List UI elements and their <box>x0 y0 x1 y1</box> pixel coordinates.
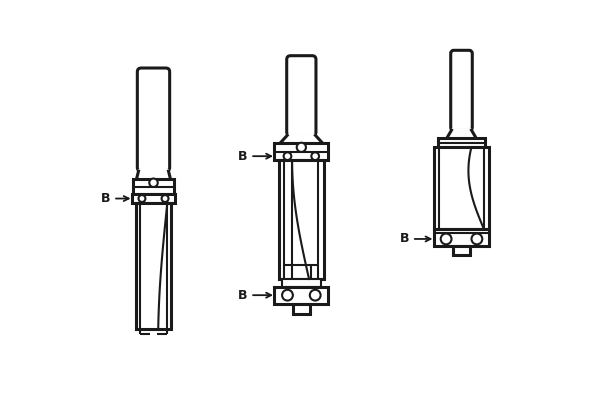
Bar <box>133 179 173 194</box>
Bar <box>136 203 171 329</box>
Text: B: B <box>238 150 271 163</box>
Circle shape <box>310 290 320 300</box>
Circle shape <box>284 152 292 160</box>
Bar <box>274 287 328 304</box>
Polygon shape <box>447 129 476 138</box>
Text: B: B <box>101 192 128 205</box>
FancyBboxPatch shape <box>137 68 170 171</box>
Bar <box>434 147 489 229</box>
Bar <box>132 194 175 203</box>
FancyBboxPatch shape <box>287 56 316 136</box>
Circle shape <box>441 234 451 244</box>
Circle shape <box>282 290 293 300</box>
Bar <box>293 304 310 314</box>
Bar <box>282 279 320 287</box>
Circle shape <box>472 234 482 244</box>
Bar <box>279 160 323 279</box>
Polygon shape <box>280 134 323 144</box>
Text: B: B <box>238 289 271 302</box>
Polygon shape <box>137 170 170 179</box>
Circle shape <box>297 143 306 152</box>
Bar <box>274 144 328 160</box>
FancyBboxPatch shape <box>451 50 472 130</box>
Bar <box>434 229 489 246</box>
Bar <box>453 246 470 255</box>
Circle shape <box>149 178 158 187</box>
Bar <box>439 138 485 147</box>
Circle shape <box>161 195 169 202</box>
Circle shape <box>311 152 319 160</box>
Circle shape <box>139 195 145 202</box>
Text: B: B <box>400 232 431 246</box>
